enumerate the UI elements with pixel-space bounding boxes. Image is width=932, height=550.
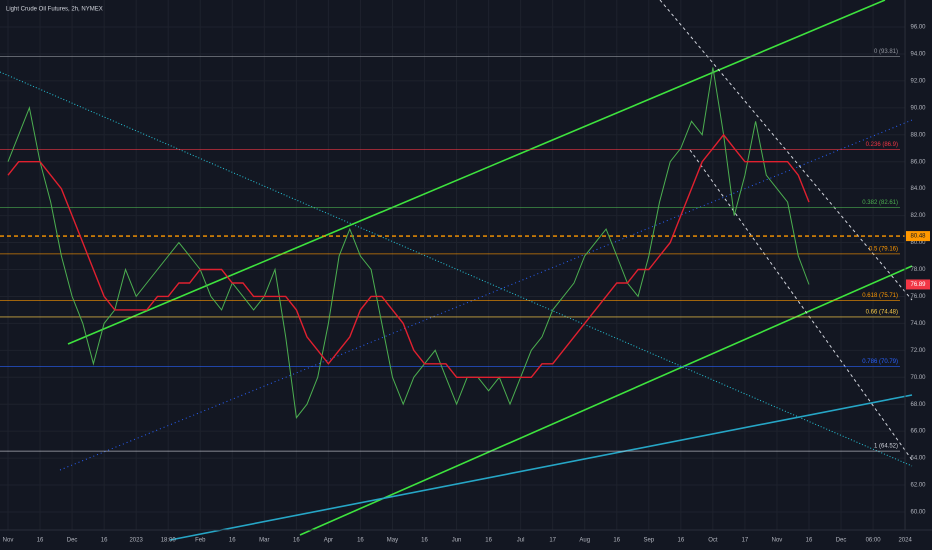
fib-label: 0.382 (82.61) [862, 200, 898, 206]
fib-label: 0.5 (79.16) [869, 246, 898, 252]
y-tick-label: 86.00 [910, 159, 926, 165]
x-tick-label: 18:00 [161, 538, 177, 544]
y-tick-label: 76.00 [910, 294, 926, 300]
x-tick-label: Jun [452, 538, 462, 544]
x-tick-label: Oct [708, 538, 718, 544]
x-tick-label: Aug [579, 538, 590, 544]
x-tick-label: Apr [324, 538, 333, 544]
y-tick-label: 78.00 [910, 267, 926, 273]
x-tick-label: Nov [772, 538, 783, 544]
trend-line [659, 0, 913, 301]
fib-label: 0.236 (86.9) [866, 142, 898, 148]
fib-label: 0.786 (70.79) [862, 359, 898, 365]
x-tick-label: 16 [613, 538, 620, 544]
chart-title: Light Crude Oil Futures, 2h, NYMEX [6, 7, 103, 13]
x-tick-label: 16 [101, 538, 108, 544]
y-tick-label: 64.00 [910, 456, 926, 462]
y-tick-label: 60.00 [910, 510, 926, 516]
channel-line [299, 265, 913, 536]
fib-label: 0.66 (74.48) [866, 310, 898, 316]
x-tick-label: 16 [229, 538, 236, 544]
y-tick-label: 82.00 [910, 213, 926, 219]
x-tick-label: 17 [742, 538, 749, 544]
trend-line [169, 394, 913, 541]
x-tick-label: 16 [293, 538, 300, 544]
x-tick-label: Dec [67, 538, 78, 544]
fib-levels: 0 (93.81) 0.236 (86.9) 0.382 (82.61) 0.5 (7… [0, 49, 905, 452]
y-tick-label: 96.00 [910, 25, 926, 31]
y-tick-label: 72.00 [910, 348, 926, 354]
fib-label: 0.618 (75.71) [862, 293, 898, 299]
x-tick-label: 2023 [129, 538, 143, 544]
y-tick-label: 92.00 [910, 78, 926, 84]
y-tick-label: 84.00 [910, 186, 926, 192]
x-tick-label: 16 [806, 538, 813, 544]
y-tick-label: 90.00 [910, 105, 926, 111]
fib-label: 1 (64.52) [874, 444, 898, 450]
y-tick-label: 62.00 [910, 483, 926, 489]
x-tick-label: Sep [643, 538, 654, 544]
x-tick-label: Nov [3, 538, 14, 544]
last-price-label: 76.89 [910, 282, 926, 288]
x-tick-label: 16 [677, 538, 684, 544]
x-tick-label: 16 [37, 538, 44, 544]
x-tick-label: May [387, 538, 398, 544]
x-tick-label: Feb [195, 538, 206, 544]
drawings [0, 0, 913, 541]
series-line [7, 67, 810, 419]
trend-line [59, 119, 913, 471]
price-box-label: 80.48 [910, 234, 926, 240]
y-tick-label: 68.00 [910, 402, 926, 408]
y-tick-label: 80.00 [910, 240, 926, 246]
x-tick-label: 16 [485, 538, 492, 544]
x-tick-label: Jul [517, 538, 525, 544]
price-box [906, 231, 930, 242]
y-tick-label: 74.00 [910, 321, 926, 327]
channel-line [67, 0, 886, 345]
fib-label: 0 (93.81) [874, 49, 898, 55]
trend-line [0, 71, 913, 467]
x-tick-label: 16 [357, 538, 364, 544]
x-tick-label: 17 [549, 538, 556, 544]
x-tick-label: Mar [259, 538, 269, 544]
y-tick-label: 70.00 [910, 375, 926, 381]
x-tick-label: 06:00 [866, 538, 882, 544]
y-tick-label: 94.00 [910, 52, 926, 58]
last-price-box [906, 279, 930, 290]
x-tick-label: 2024 [898, 538, 912, 544]
series-line [7, 133, 810, 378]
y-tick-label: 88.00 [910, 132, 926, 138]
plot [7, 67, 810, 419]
x-tick-label: Dec [836, 538, 847, 544]
x-tick-label: 16 [421, 538, 428, 544]
y-tick-label: 66.00 [910, 429, 926, 435]
